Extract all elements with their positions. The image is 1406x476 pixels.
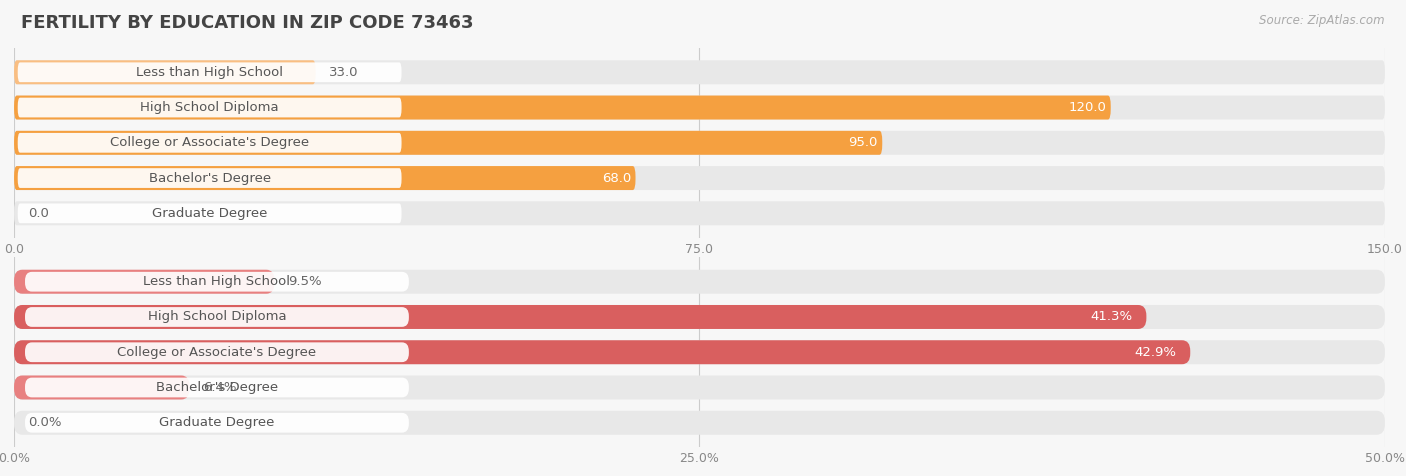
- Text: 68.0: 68.0: [602, 171, 631, 185]
- Text: College or Associate's Degree: College or Associate's Degree: [117, 346, 316, 359]
- Text: Source: ZipAtlas.com: Source: ZipAtlas.com: [1260, 14, 1385, 27]
- Text: 0.0%: 0.0%: [28, 416, 62, 429]
- Text: High School Diploma: High School Diploma: [141, 101, 278, 114]
- Text: 120.0: 120.0: [1069, 101, 1107, 114]
- Text: 33.0: 33.0: [329, 66, 359, 79]
- FancyBboxPatch shape: [14, 166, 1385, 190]
- FancyBboxPatch shape: [18, 168, 402, 188]
- FancyBboxPatch shape: [18, 98, 402, 118]
- Text: 9.5%: 9.5%: [288, 275, 322, 288]
- FancyBboxPatch shape: [14, 60, 1385, 84]
- FancyBboxPatch shape: [14, 376, 190, 399]
- Text: 42.9%: 42.9%: [1135, 346, 1177, 359]
- FancyBboxPatch shape: [14, 96, 1111, 119]
- FancyBboxPatch shape: [18, 133, 402, 153]
- Text: 0.0: 0.0: [28, 207, 49, 220]
- Text: 6.4%: 6.4%: [204, 381, 236, 394]
- FancyBboxPatch shape: [14, 270, 1385, 294]
- Text: Graduate Degree: Graduate Degree: [152, 207, 267, 220]
- FancyBboxPatch shape: [14, 376, 1385, 399]
- FancyBboxPatch shape: [25, 377, 409, 397]
- Text: Bachelor's Degree: Bachelor's Degree: [149, 171, 271, 185]
- FancyBboxPatch shape: [25, 272, 409, 292]
- Text: Bachelor's Degree: Bachelor's Degree: [156, 381, 278, 394]
- FancyBboxPatch shape: [14, 201, 1385, 225]
- Text: FERTILITY BY EDUCATION IN ZIP CODE 73463: FERTILITY BY EDUCATION IN ZIP CODE 73463: [21, 14, 474, 32]
- Text: Less than High School: Less than High School: [136, 66, 283, 79]
- FancyBboxPatch shape: [14, 131, 1385, 155]
- FancyBboxPatch shape: [25, 307, 409, 327]
- Text: High School Diploma: High School Diploma: [148, 310, 287, 324]
- FancyBboxPatch shape: [14, 270, 274, 294]
- FancyBboxPatch shape: [14, 166, 636, 190]
- Text: Graduate Degree: Graduate Degree: [159, 416, 274, 429]
- FancyBboxPatch shape: [25, 342, 409, 362]
- FancyBboxPatch shape: [14, 96, 1385, 119]
- FancyBboxPatch shape: [18, 62, 402, 82]
- FancyBboxPatch shape: [14, 60, 316, 84]
- FancyBboxPatch shape: [14, 131, 883, 155]
- FancyBboxPatch shape: [18, 203, 402, 223]
- FancyBboxPatch shape: [14, 411, 1385, 435]
- Text: 41.3%: 41.3%: [1091, 310, 1133, 324]
- Text: 95.0: 95.0: [848, 136, 877, 149]
- Text: Less than High School: Less than High School: [143, 275, 291, 288]
- FancyBboxPatch shape: [14, 305, 1385, 329]
- FancyBboxPatch shape: [14, 340, 1191, 364]
- FancyBboxPatch shape: [14, 305, 1146, 329]
- Text: College or Associate's Degree: College or Associate's Degree: [110, 136, 309, 149]
- FancyBboxPatch shape: [14, 340, 1385, 364]
- FancyBboxPatch shape: [25, 413, 409, 433]
